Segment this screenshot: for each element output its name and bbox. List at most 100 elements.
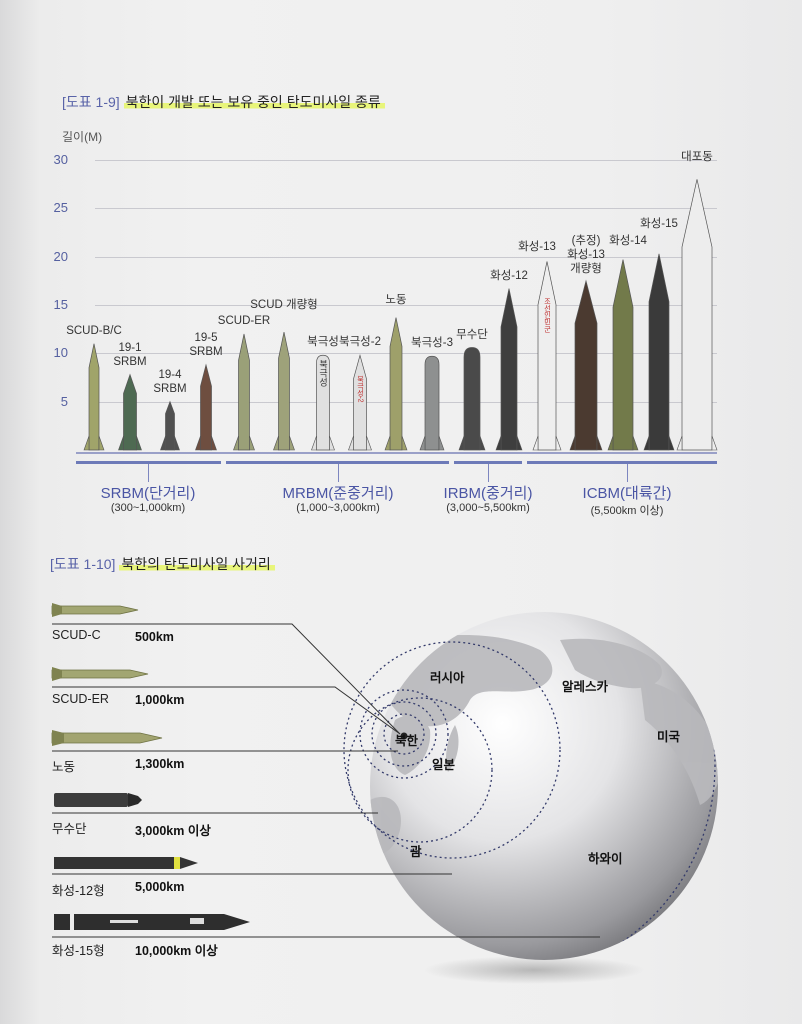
missile-bar [118,373,142,451]
row-range-hwasong-15: 10,000km 이상 [135,944,218,958]
row-range-scud-er: 1,000km [135,693,185,707]
map-label-russia: 러시아 [430,671,465,685]
range-map-svg [52,612,718,984]
missile-bar [419,355,445,451]
missile-label: 북극성-2 [339,336,381,349]
y-axis-label: 길이(M) [62,130,103,144]
y-tick-label: 20 [53,248,68,264]
missile-label: 화성-15 [640,218,678,230]
missile-bar [273,331,295,451]
category-bar-icbm [527,461,717,464]
category-range-icbm: (5,500km 이상) [590,505,664,517]
y-tick-label: 15 [53,297,68,312]
range-circles [343,612,716,960]
row-name-scud-er: SCUD-ER [52,692,109,706]
category-bar-mrbm [226,461,449,464]
missile-label: 대포동 [681,151,713,163]
category-tick-srbm [148,464,149,482]
scud-er-icon [51,667,149,681]
missile-bar [348,353,372,451]
missile-length-chart: 30 25 20 15 10 5 북극성 북극성-2 조선인민군 SCUD-B/C 19-1 SRB… [53,151,718,454]
missile-label: SCUD 개량형 [250,299,318,311]
missile-label: 노동 [385,294,407,306]
row-name-musudan: 무수단 [52,822,87,836]
missile-body-text: 조선인민군 [544,297,551,332]
missile-bar [532,261,562,451]
gridline [95,305,717,306]
y-tick-label: 5 [60,393,68,409]
category-tick-icbm [627,464,628,482]
category-name-irbm: IRBM(중거리) [443,485,533,502]
hwasong-15-icon [54,914,250,930]
nk-marker [400,732,408,740]
missile-bar [83,343,105,451]
scud-c-icon [51,603,139,617]
row-range-hwasong-12: 5,000km [135,880,185,894]
y-tick-label: 10 [53,345,68,361]
missile-label: 19-4 SRBM [153,368,187,395]
missile-bar [569,279,603,451]
missile-bar [160,400,180,451]
missile-body-text: 북극성-2 [357,375,364,402]
missile-label: 북극성-3 [411,337,453,350]
category-range-srbm: (300~1,000km) [110,502,186,514]
map-label-japan: 일본 [432,758,456,772]
gridline [95,160,717,161]
musudan-icon [54,793,142,807]
missile-bar [495,288,523,451]
row-range-musudan: 3,000km 이상 [135,824,211,838]
leader-lines [52,623,600,938]
nodong-icon [51,730,163,746]
gridline [95,401,717,403]
chart-baseline [76,452,717,454]
missile-bar [311,354,335,451]
row-range-nodong: 1,300km [135,757,185,771]
row-name-nodong: 노동 [52,760,76,774]
missile-label: 무수단 [456,328,488,341]
range-missile-icons [51,603,250,930]
figure-number: [도표 1-10] [50,556,116,572]
missile-label: 화성-14 [609,235,647,247]
figure-1-9-title: [도표 1-9] 북한이 개발 또는 보유 중인 탄도미사일 종류 [62,92,385,112]
figure-caption: 북한의 탄도미사일 사거리 [119,556,275,572]
row-name-hwasong-12: 화성-12형 [52,884,105,898]
missile-label: 19-5 SRBM [189,331,223,358]
figure-number: [도표 1-9] [62,94,120,110]
missile-bar [384,317,408,451]
missile-bar [195,363,217,451]
gridline [95,208,717,210]
category-tick-irbm [488,464,489,482]
row-name-hwasong-15: 화성-15형 [52,944,105,958]
category-name-mrbm: MRBM(준중거리) [282,485,394,502]
missile-bar [233,333,255,451]
category-tick-mrbm [338,464,339,482]
category-name-srbm: SRBM(단거리) [100,485,196,502]
gridline [95,353,717,355]
missile-label: 화성-13 [518,241,556,253]
map-label-hawaii: 하와이 [588,852,623,866]
missile-body-text: 북극성 [318,359,328,386]
category-range-mrbm: (1,000~3,000km) [296,502,380,514]
missile-label: SCUD-B/C [66,324,122,337]
category-bar-srbm [76,461,221,464]
row-range-scud-c: 500km [135,630,174,644]
y-tick-label: 30 [53,152,68,167]
gridline [95,256,717,258]
missile-bar [676,179,718,451]
missile-label: 북극성 [307,336,339,349]
missile-label: SCUD-ER [217,315,271,327]
missile-bar [607,259,639,451]
category-name-icbm: ICBM(대륙간) [582,485,672,502]
missile-bar [643,253,675,451]
map-label-guam: 괌 [410,845,422,859]
missile-bar [458,347,486,451]
missile-label: (추정) 화성-13 개량형 [567,235,605,275]
hwasong-12-icon [54,857,198,869]
missile-label: 19-1 SRBM [113,341,147,368]
category-range-irbm: (3,000~5,500km) [446,502,530,514]
category-bar-irbm [454,461,522,464]
missile-label: 화성-12 [490,269,528,282]
map-label-usa: 미국 [657,730,681,744]
y-tick-label: 25 [53,200,68,216]
